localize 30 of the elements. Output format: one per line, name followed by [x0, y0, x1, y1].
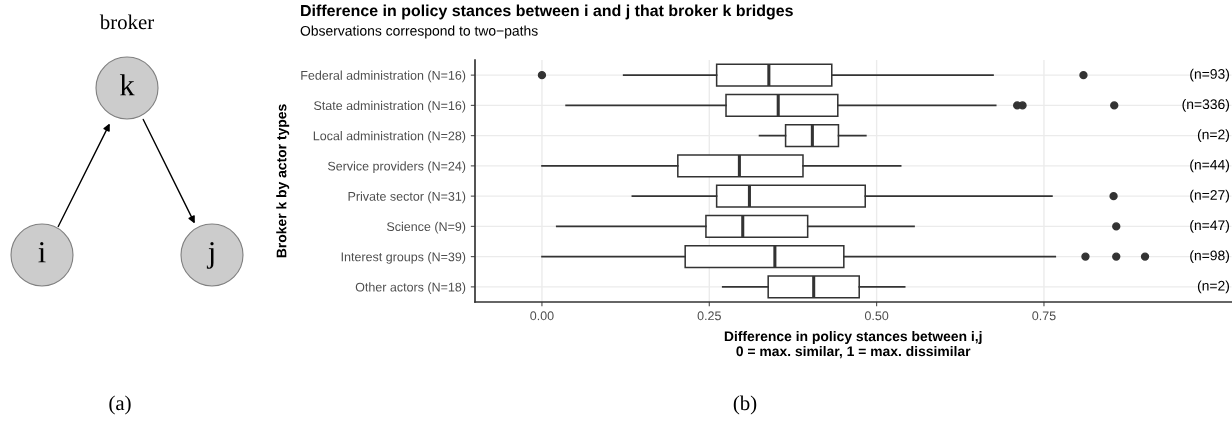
y-tick-label: Local administration (N=28) — [313, 131, 466, 143]
text: (b) — [733, 395, 757, 415]
chart-subtitle: Observations correspond to two−paths — [300, 25, 538, 39]
text: k — [119, 74, 135, 96]
x-axis-title: Difference in policy stances between i,j 0 = max. similar, 1 = max. dissimilar — [724, 331, 982, 359]
text: j — [206, 242, 214, 269]
y-tick-label: Federal administration (N=16) — [301, 70, 466, 83]
annotation: (n=2) — [1197, 280, 1230, 294]
y-tick-label: Private sector (N=31) — [348, 191, 466, 204]
annotation: (n=336) — [1182, 98, 1230, 112]
annotation: (n=47) — [1190, 219, 1230, 233]
text: i — [38, 242, 46, 263]
y-tick-label: State administration (N=16) — [314, 100, 466, 113]
annotation: (n=44) — [1190, 159, 1230, 173]
text: (a) — [109, 395, 131, 415]
y-tick-label: Other actors (N=18) — [355, 282, 466, 294]
x-tick-label: 0.75 — [1032, 311, 1056, 321]
annotation: (n=2) — [1197, 129, 1230, 143]
annotation: (n=27) — [1190, 189, 1230, 203]
text: broker — [99, 14, 154, 30]
y-tick-label: Service providers (N=24) — [327, 161, 466, 173]
x-tick-label: 0.00 — [530, 311, 554, 321]
y-tick-label: Science (N=9) — [387, 221, 466, 234]
annotation: (n=93) — [1190, 68, 1230, 82]
y-tick-label: Interest groups (N=39) — [341, 252, 466, 264]
y-axis-title: Broker k by actor types — [276, 104, 290, 258]
chart-title: Difference in policy stances between i and j that broker k bridges — [301, 4, 793, 20]
x-tick-label: 0.50 — [864, 311, 889, 321]
annotation: (n=98) — [1190, 250, 1230, 264]
x-tick-label: 0.25 — [697, 311, 721, 321]
